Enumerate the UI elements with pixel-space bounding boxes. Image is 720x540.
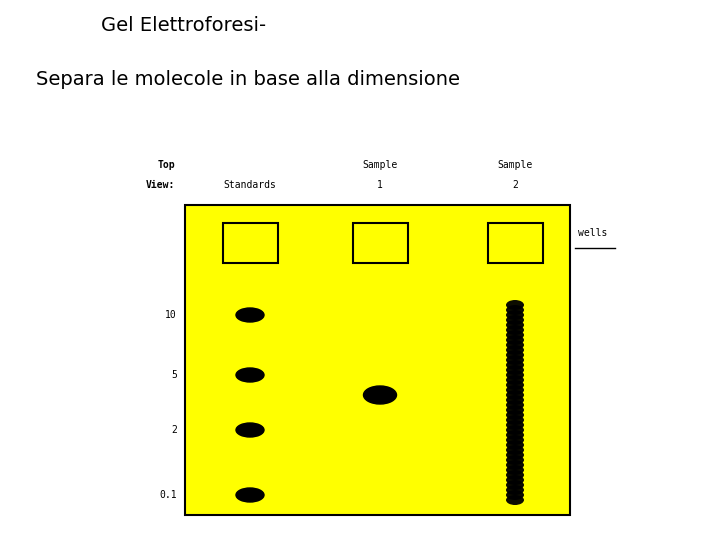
Ellipse shape: [506, 350, 524, 360]
Ellipse shape: [506, 495, 524, 505]
Ellipse shape: [506, 455, 524, 465]
Ellipse shape: [506, 375, 524, 385]
Ellipse shape: [506, 490, 524, 500]
Ellipse shape: [506, 425, 524, 435]
Text: Sample: Sample: [362, 160, 397, 170]
Ellipse shape: [506, 315, 524, 325]
Ellipse shape: [506, 475, 524, 485]
Ellipse shape: [506, 385, 524, 395]
Ellipse shape: [364, 386, 397, 404]
Ellipse shape: [506, 420, 524, 430]
Ellipse shape: [506, 400, 524, 410]
Text: Sample: Sample: [498, 160, 533, 170]
Ellipse shape: [506, 305, 524, 315]
Text: 2: 2: [171, 425, 177, 435]
Ellipse shape: [236, 488, 264, 502]
Ellipse shape: [506, 355, 524, 365]
Ellipse shape: [506, 460, 524, 470]
Ellipse shape: [506, 345, 524, 355]
Text: 5: 5: [171, 370, 177, 380]
Ellipse shape: [506, 465, 524, 475]
Text: Top: Top: [158, 160, 175, 170]
Ellipse shape: [506, 450, 524, 460]
Bar: [185, 205, 570, 515]
Ellipse shape: [506, 335, 524, 345]
Text: 10: 10: [166, 310, 177, 320]
Ellipse shape: [506, 300, 524, 310]
Text: View:: View:: [145, 180, 175, 190]
Ellipse shape: [506, 320, 524, 330]
Ellipse shape: [506, 470, 524, 480]
Bar: [353, 223, 408, 263]
Ellipse shape: [506, 485, 524, 495]
Text: 2: 2: [512, 180, 518, 190]
Text: Separa le molecole in base alla dimensione: Separa le molecole in base alla dimensio…: [36, 70, 460, 89]
Ellipse shape: [506, 410, 524, 420]
Ellipse shape: [506, 310, 524, 320]
Ellipse shape: [506, 370, 524, 380]
Ellipse shape: [506, 365, 524, 375]
Ellipse shape: [236, 423, 264, 437]
Ellipse shape: [506, 405, 524, 415]
Ellipse shape: [506, 325, 524, 335]
Text: 0.1: 0.1: [159, 490, 177, 500]
Bar: [222, 223, 277, 263]
Ellipse shape: [506, 340, 524, 350]
Text: 1: 1: [377, 180, 383, 190]
Ellipse shape: [236, 308, 264, 322]
Bar: [487, 223, 542, 263]
Ellipse shape: [236, 368, 264, 382]
Ellipse shape: [506, 440, 524, 450]
Ellipse shape: [506, 390, 524, 400]
Ellipse shape: [506, 480, 524, 490]
Ellipse shape: [506, 360, 524, 370]
Ellipse shape: [506, 395, 524, 405]
Text: Standards: Standards: [224, 180, 276, 190]
Ellipse shape: [506, 380, 524, 390]
Ellipse shape: [506, 330, 524, 340]
Text: Gel Elettroforesi-: Gel Elettroforesi-: [101, 16, 266, 35]
Ellipse shape: [506, 415, 524, 425]
Ellipse shape: [506, 430, 524, 440]
Ellipse shape: [506, 445, 524, 455]
Text: wells: wells: [578, 228, 608, 238]
Ellipse shape: [506, 435, 524, 445]
